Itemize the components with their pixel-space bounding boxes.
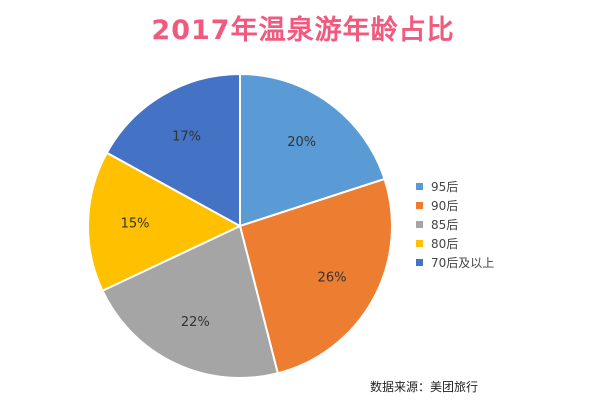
- legend-label: 85后: [431, 218, 459, 232]
- legend-label: 70后及以上: [431, 256, 495, 270]
- pie-slice-1: [238, 177, 393, 375]
- pie-slice-2: [101, 224, 280, 379]
- legend-item-4: 70后及以上: [416, 253, 494, 272]
- legend-swatch: [416, 240, 423, 247]
- slice-data-label-0: 20%: [287, 135, 316, 150]
- legend-swatch: [416, 202, 423, 209]
- legend-item-0: 95后: [416, 177, 494, 196]
- legend-label: 90后: [431, 199, 459, 213]
- legend-item-2: 85后: [416, 215, 494, 234]
- legend-item-1: 90后: [416, 196, 494, 215]
- slice-data-label-2: 22%: [181, 315, 210, 330]
- chart-title: 2017年温泉游年龄占比: [151, 15, 455, 46]
- pie-slice-3: [87, 151, 243, 293]
- pie-slice-4: [105, 72, 241, 228]
- pie-slice-0: [239, 72, 386, 228]
- legend-swatch: [416, 221, 423, 228]
- legend-label: 95后: [431, 180, 459, 194]
- legend-swatch: [416, 259, 423, 266]
- data-source-note: 数据来源：美团旅行: [370, 380, 479, 394]
- slice-data-label-1: 26%: [318, 271, 347, 286]
- legend-swatch: [416, 183, 423, 190]
- chart-legend: 95后 90后 85后 80后 70后及以上: [416, 177, 494, 272]
- slice-data-label-4: 17%: [172, 130, 201, 145]
- legend-label: 80后: [431, 237, 459, 251]
- legend-item-3: 80后: [416, 234, 494, 253]
- slice-data-label-3: 15%: [121, 217, 150, 232]
